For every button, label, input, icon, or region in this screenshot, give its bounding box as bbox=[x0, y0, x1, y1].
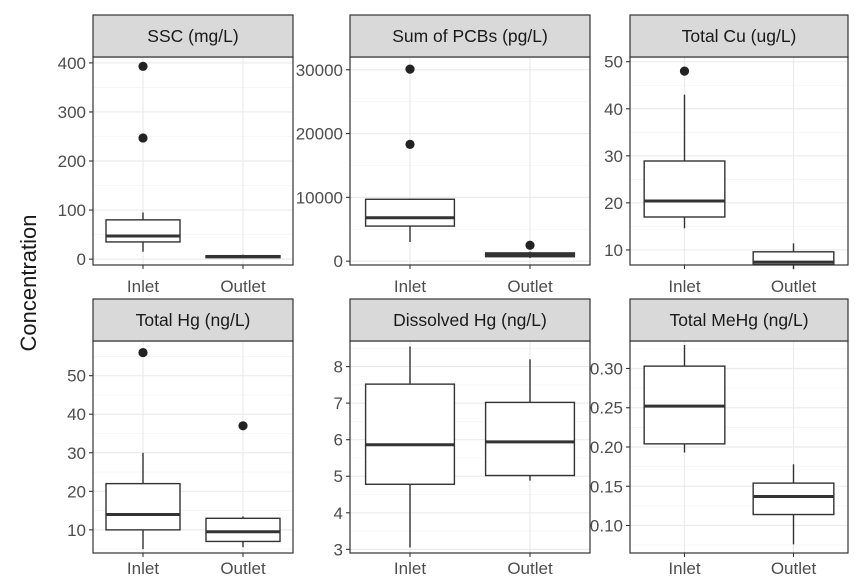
y-tick-label: 0.25 bbox=[590, 399, 623, 418]
x-tick-label: Inlet bbox=[394, 277, 426, 296]
y-tick-label: 0 bbox=[334, 252, 343, 271]
panel-border bbox=[349, 56, 591, 266]
box-iqr bbox=[105, 219, 181, 243]
y-tick-label: 0.15 bbox=[590, 477, 623, 496]
y-tick-label: 5 bbox=[334, 467, 343, 486]
y-tick-label: 30000 bbox=[296, 61, 343, 80]
box-iqr bbox=[364, 383, 456, 485]
y-tick-label: 40 bbox=[604, 100, 623, 119]
x-tick-label: Inlet bbox=[394, 559, 426, 578]
x-tick-label: Inlet bbox=[668, 559, 700, 578]
facet-panels: 0 100 200 300 400 Inlet Outlet SSC (mg/L) 0 10000… bbox=[58, 14, 849, 578]
box-iqr bbox=[364, 198, 456, 227]
outlier-point bbox=[405, 139, 415, 150]
x-tick-label: Outlet bbox=[220, 559, 266, 578]
facet-strip bbox=[92, 298, 294, 342]
facet-strip bbox=[629, 298, 849, 342]
facet-panel: 10 20 30 40 50 Inlet Outlet Total Hg (ng/L) bbox=[67, 298, 294, 578]
x-tick-label: Inlet bbox=[127, 277, 159, 296]
y-tick-label: 300 bbox=[58, 103, 86, 122]
facet-panel: 0 100 200 300 400 Inlet Outlet SSC (mg/L) bbox=[58, 14, 294, 296]
facet-title: Total Hg (ng/L) bbox=[136, 310, 251, 330]
x-tick-label: Outlet bbox=[507, 277, 553, 296]
y-tick-label: 3 bbox=[334, 540, 343, 559]
box-iqr bbox=[643, 160, 726, 218]
y-tick-label: 50 bbox=[604, 53, 623, 72]
outlier-point bbox=[679, 66, 690, 76]
outlier-point bbox=[525, 240, 535, 250]
outlier-point bbox=[138, 347, 148, 358]
y-tick-label: 20000 bbox=[296, 125, 343, 144]
box-iqr bbox=[205, 517, 281, 543]
facet-panel: 0.10 0.15 0.20 0.25 0.30 Inlet Outlet Total MeH… bbox=[590, 298, 849, 578]
y-tick-label: 40 bbox=[67, 405, 86, 424]
y-tick-label: 0.20 bbox=[590, 438, 623, 457]
y-tick-label: 0.30 bbox=[590, 359, 623, 378]
facet-panel: 10 20 30 40 50 Inlet Outlet Total Cu (ug/L) bbox=[604, 14, 849, 296]
y-tick-label: 10 bbox=[604, 241, 623, 260]
facet-title: Total Cu (ug/L) bbox=[682, 26, 797, 46]
y-tick-label: 0.10 bbox=[590, 517, 623, 536]
y-tick-label: 100 bbox=[58, 201, 86, 220]
y-tick-label: 10 bbox=[67, 521, 86, 540]
facet-strip bbox=[92, 14, 294, 58]
box-iqr bbox=[752, 482, 835, 516]
y-tick-label: 20 bbox=[67, 482, 86, 501]
y-tick-label: 200 bbox=[58, 152, 86, 171]
outlier-point bbox=[138, 133, 148, 143]
facet-panel: 3 4 5 6 7 8 Inlet Outlet Dissolved Hg (ng/L) bbox=[334, 298, 591, 578]
facet-panel: 0 10000 20000 30000 Inlet Outlet Sum of PCBs (… bbox=[296, 14, 591, 296]
y-tick-label: 8 bbox=[334, 358, 343, 377]
x-tick-label: Outlet bbox=[771, 277, 817, 296]
facet-title: Total MeHg (ng/L) bbox=[669, 310, 808, 330]
y-tick-label: 7 bbox=[334, 394, 343, 413]
outlier-point bbox=[238, 421, 248, 431]
facet-title: Dissolved Hg (ng/L) bbox=[393, 310, 547, 330]
y-tick-label: 4 bbox=[334, 504, 343, 523]
y-tick-label: 0 bbox=[77, 250, 86, 269]
x-tick-label: Inlet bbox=[668, 277, 700, 296]
y-axis-title: Concentration bbox=[16, 215, 41, 352]
box-iqr bbox=[105, 482, 181, 531]
y-tick-label: 6 bbox=[334, 431, 343, 450]
x-tick-label: Outlet bbox=[771, 559, 817, 578]
facet-strip bbox=[629, 14, 849, 58]
y-tick-label: 30 bbox=[67, 444, 86, 463]
y-tick-label: 50 bbox=[67, 367, 86, 386]
y-tick-label: 30 bbox=[604, 147, 623, 166]
y-tick-label: 10000 bbox=[296, 188, 343, 207]
facet-title: SSC (mg/L) bbox=[147, 26, 238, 46]
x-tick-label: Inlet bbox=[127, 559, 159, 578]
outlier-point bbox=[138, 61, 148, 71]
facet-title: Sum of PCBs (pg/L) bbox=[392, 26, 548, 46]
outlier-point bbox=[405, 64, 415, 74]
y-tick-label: 400 bbox=[58, 54, 86, 73]
facet-strip bbox=[349, 14, 591, 58]
x-tick-label: Outlet bbox=[507, 559, 553, 578]
facet-strip bbox=[349, 298, 591, 342]
box-iqr bbox=[484, 401, 576, 477]
y-tick-label: 20 bbox=[604, 194, 623, 213]
x-tick-label: Outlet bbox=[220, 277, 266, 296]
